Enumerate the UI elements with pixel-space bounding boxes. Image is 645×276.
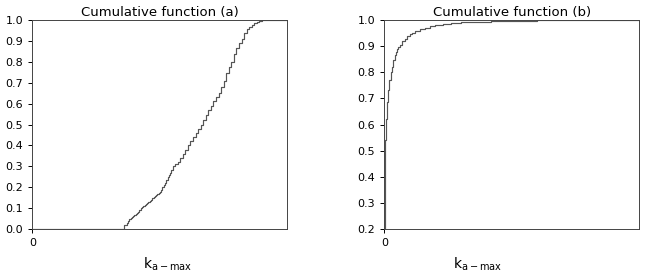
Title: Cumulative function (b): Cumulative function (b) [433,6,591,18]
Text: k$_{\mathregular{a-max}}$: k$_{\mathregular{a-max}}$ [143,256,192,273]
Title: Cumulative function (a): Cumulative function (a) [81,6,239,18]
Text: k$_{\mathregular{a-max}}$: k$_{\mathregular{a-max}}$ [453,256,502,273]
